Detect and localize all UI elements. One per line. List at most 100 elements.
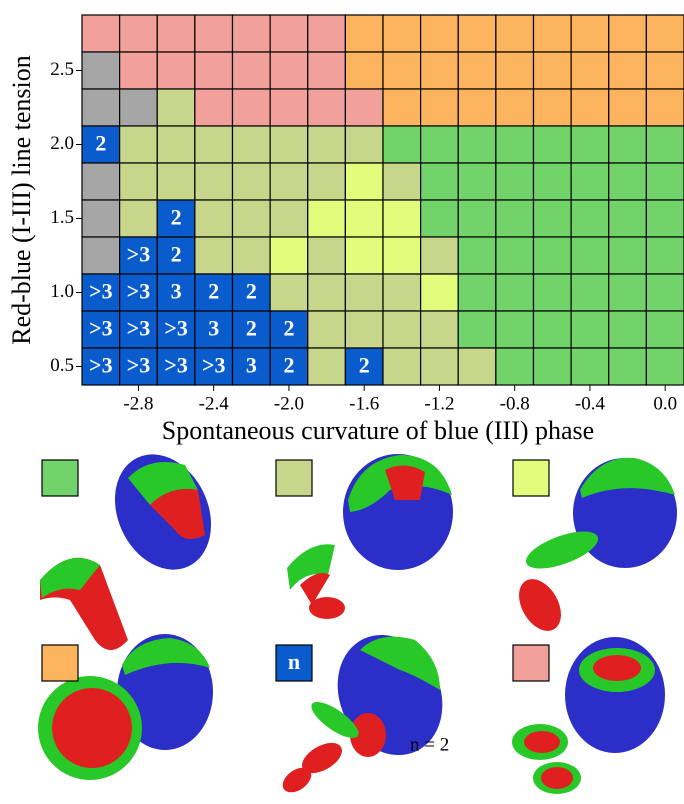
phase-cell	[344, 88, 384, 127]
phase-cell	[382, 273, 422, 312]
phase-cell	[156, 273, 196, 312]
legend-swatch	[41, 644, 79, 682]
phase-cell	[608, 347, 647, 386]
phase-cell	[269, 88, 309, 127]
phase-cell	[495, 125, 535, 164]
phase-cell	[194, 162, 234, 201]
y-tick-label: 0.5	[50, 355, 74, 376]
phase-cell	[645, 14, 684, 53]
phase-cell	[532, 273, 572, 312]
phase-cell	[457, 347, 497, 386]
phase-cell	[570, 14, 610, 53]
phase-cell	[645, 310, 684, 349]
phase-cell	[269, 51, 309, 90]
phase-cell	[420, 14, 459, 53]
cell-label: 2	[95, 131, 106, 156]
phase-cell	[307, 125, 346, 164]
phase-cell	[194, 88, 234, 127]
phase-cell	[156, 162, 196, 201]
x-axis-title: Spontaneous curvature of blue (III) phas…	[162, 416, 594, 445]
vesicle-patch	[150, 489, 205, 539]
x-tick-label: -1.6	[349, 393, 379, 414]
cell-label: >3	[127, 353, 151, 378]
vesicle-fragment	[541, 767, 573, 789]
vesicle-fragment	[524, 731, 560, 753]
phase-cell	[269, 14, 309, 53]
phase-cell	[608, 125, 647, 164]
x-tick-label: -0.8	[500, 393, 530, 414]
phase-cell	[269, 273, 309, 312]
phase-cell	[156, 347, 196, 386]
phase-cell	[81, 199, 121, 238]
cell-label: 2	[246, 279, 257, 304]
phase-cell	[382, 14, 422, 53]
phase-cell	[307, 347, 346, 386]
phase-cell	[645, 162, 684, 201]
vesicle-fragment	[309, 597, 345, 619]
cell-label: >3	[89, 279, 113, 304]
phase-cell	[231, 14, 271, 53]
phase-cell	[495, 310, 535, 349]
phase-cell	[608, 310, 647, 349]
phase-cell	[570, 347, 610, 386]
phase-cell	[420, 199, 459, 238]
phase-cell	[307, 14, 346, 53]
cell-label: >3	[127, 279, 151, 304]
phase-cell	[382, 236, 422, 275]
y-tick-label: 1.5	[50, 207, 74, 228]
legend-swatch	[512, 459, 550, 497]
x-tick-label: -2.8	[123, 393, 153, 414]
vesicle-fragment	[287, 544, 335, 590]
vesicle-cap	[128, 461, 198, 505]
vesicle-fragment	[311, 701, 359, 739]
phase-cell	[382, 310, 422, 349]
cell-label: 2	[246, 316, 257, 341]
phase-cell	[81, 236, 121, 275]
phase-cell	[307, 88, 346, 127]
phase-cell	[495, 162, 535, 201]
vesicle-fragment	[300, 572, 330, 605]
phase-cell	[570, 125, 610, 164]
phase-cell	[344, 199, 384, 238]
vesicle-patch	[385, 465, 425, 500]
phase-cell	[420, 347, 459, 386]
phase-cell	[457, 125, 497, 164]
phase-cell	[194, 14, 234, 53]
phase-cell	[532, 125, 572, 164]
phase-cell	[269, 199, 309, 238]
phase-cell	[194, 236, 234, 275]
phase-cell	[570, 310, 610, 349]
phase-cell	[608, 273, 647, 312]
x-tick-label: -0.4	[575, 393, 606, 414]
phase-cell	[495, 236, 535, 275]
legend-label: n	[288, 649, 300, 674]
y-tick-label: 1.0	[50, 281, 74, 302]
phase-cell	[457, 51, 497, 90]
cell-label: 2	[208, 279, 219, 304]
phase-cell	[194, 347, 234, 386]
phase-cell	[457, 162, 497, 201]
phase-cell	[119, 199, 158, 238]
phase-cell	[495, 273, 535, 312]
phase-cell	[81, 125, 121, 164]
phase-cell	[119, 88, 158, 127]
phase-cell	[495, 88, 535, 127]
phase-cell	[457, 88, 497, 127]
phase-cell	[269, 236, 309, 275]
phase-cell	[344, 125, 384, 164]
phase-cell	[645, 199, 684, 238]
phase-cell	[307, 199, 346, 238]
phase-cell	[457, 273, 497, 312]
phase-cell	[119, 51, 158, 90]
phase-cell	[608, 14, 647, 53]
phase-cell	[645, 347, 684, 386]
cell-label: >3	[164, 353, 188, 378]
phase-cell	[231, 88, 271, 127]
phase-cell	[307, 310, 346, 349]
phase-cell	[608, 51, 647, 90]
cell-label: >3	[164, 316, 188, 341]
y-axis-title: Red-blue (I-III) line tension	[7, 55, 36, 345]
phase-cell	[532, 236, 572, 275]
phase-cell	[570, 88, 610, 127]
phase-cell	[570, 162, 610, 201]
